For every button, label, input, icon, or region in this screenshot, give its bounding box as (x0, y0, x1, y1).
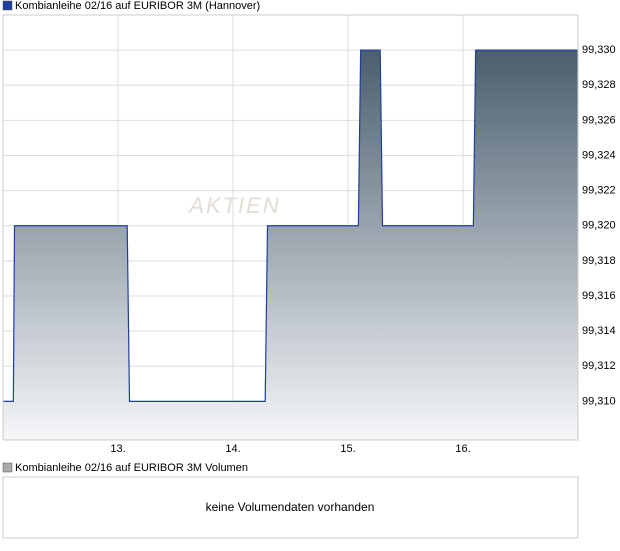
y-tick-label: 99,328 (582, 79, 616, 91)
y-tick-label: 99,310 (582, 395, 616, 407)
volume-message: keine Volumendaten vorhanden (206, 500, 375, 514)
line (3, 49, 578, 402)
watermark: AKTIEN (187, 193, 280, 218)
y-tick-label: 99,316 (582, 290, 616, 302)
y-tick-label: 99,312 (582, 360, 616, 372)
area (3, 50, 578, 441)
y-tick-label: 99,322 (582, 185, 616, 197)
y-tick-label: 99,330 (582, 44, 616, 56)
plot-border (2, 14, 579, 441)
legend-label: Kombianleihe 02/16 auf EURIBOR 3M (Hanno… (15, 0, 260, 12)
x-tick-label: 13. (110, 443, 125, 455)
y-tick-label: 99,314 (582, 325, 616, 337)
volume-legend-label: Kombianleihe 02/16 auf EURIBOR 3M Volume… (15, 462, 248, 474)
x-tick-label: 15. (340, 443, 355, 455)
y-tick-label: 99,320 (582, 220, 616, 232)
x-tick-label: 14. (225, 443, 240, 455)
y-tick-label: 99,324 (582, 149, 616, 161)
x-tick-label: 16. (455, 443, 470, 455)
y-tick-label: 99,318 (582, 255, 616, 267)
volume-panel (2, 476, 579, 539)
legend-swatch (2, 0, 13, 11)
volume-legend-swatch (2, 462, 13, 473)
y-tick-label: 99,326 (582, 114, 616, 126)
